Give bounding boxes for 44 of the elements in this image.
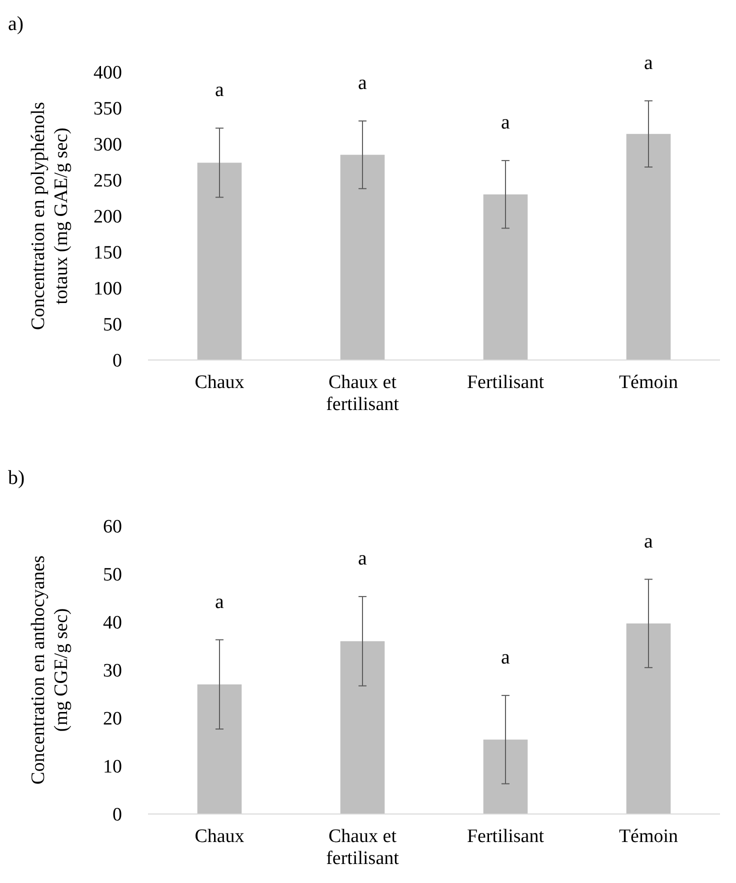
x-tick-label: Chaux et fertilisant bbox=[326, 826, 400, 869]
x-tick-label: Témoin bbox=[618, 826, 679, 847]
y-tick-label: 300 bbox=[94, 134, 122, 156]
x-tick-label: Fertilisant bbox=[466, 826, 545, 847]
bar bbox=[483, 194, 528, 360]
y-tick-label: 50 bbox=[103, 564, 122, 586]
x-tick-label: Fertilisant bbox=[466, 372, 545, 393]
y-tick-label: 150 bbox=[94, 242, 122, 264]
bar bbox=[483, 740, 528, 814]
y-tick-label: 0 bbox=[112, 350, 122, 372]
x-tick-label: Chaux bbox=[194, 826, 245, 847]
text: a) bbox=[8, 13, 24, 35]
annotation: a bbox=[644, 530, 654, 552]
y-tick-label: 100 bbox=[94, 278, 122, 300]
annotation: a bbox=[644, 52, 654, 74]
x-tick-label: Témoin bbox=[618, 372, 679, 393]
x-tick-label: Chaux et fertilisant bbox=[326, 372, 400, 415]
y-axis-title: Concentration en polyphénols totaux (mg GAE/g sec) bbox=[28, 102, 72, 330]
y-tick-label: 20 bbox=[103, 708, 122, 730]
bar bbox=[197, 684, 242, 814]
y-tick-label: 60 bbox=[103, 516, 122, 538]
x-tick-label: Chaux bbox=[194, 372, 245, 393]
annotation: a bbox=[358, 548, 368, 570]
y-tick-label: 250 bbox=[94, 170, 122, 192]
y-tick-label: 30 bbox=[103, 660, 122, 682]
bar bbox=[626, 623, 671, 814]
bar bbox=[197, 162, 242, 360]
y-tick-label: 40 bbox=[103, 612, 122, 634]
y-tick-label: 400 bbox=[94, 62, 122, 84]
annotation: a bbox=[215, 79, 224, 102]
annotation: a bbox=[215, 590, 224, 613]
bar bbox=[626, 134, 671, 360]
y-tick-label: 350 bbox=[94, 98, 122, 120]
y-tick-label: 0 bbox=[112, 804, 122, 826]
bar bbox=[340, 641, 385, 814]
y-tick-label: 200 bbox=[94, 206, 122, 228]
annotation: a bbox=[358, 72, 368, 94]
y-tick-label: 10 bbox=[103, 756, 122, 778]
annotation: a bbox=[501, 112, 510, 134]
text: b) bbox=[8, 467, 25, 489]
bar bbox=[340, 154, 385, 360]
y-axis-title: Concentration en anthocyanes (mg CGE/g sec) bbox=[28, 556, 72, 784]
y-tick-label: 50 bbox=[103, 314, 122, 336]
annotation: a bbox=[501, 646, 510, 668]
